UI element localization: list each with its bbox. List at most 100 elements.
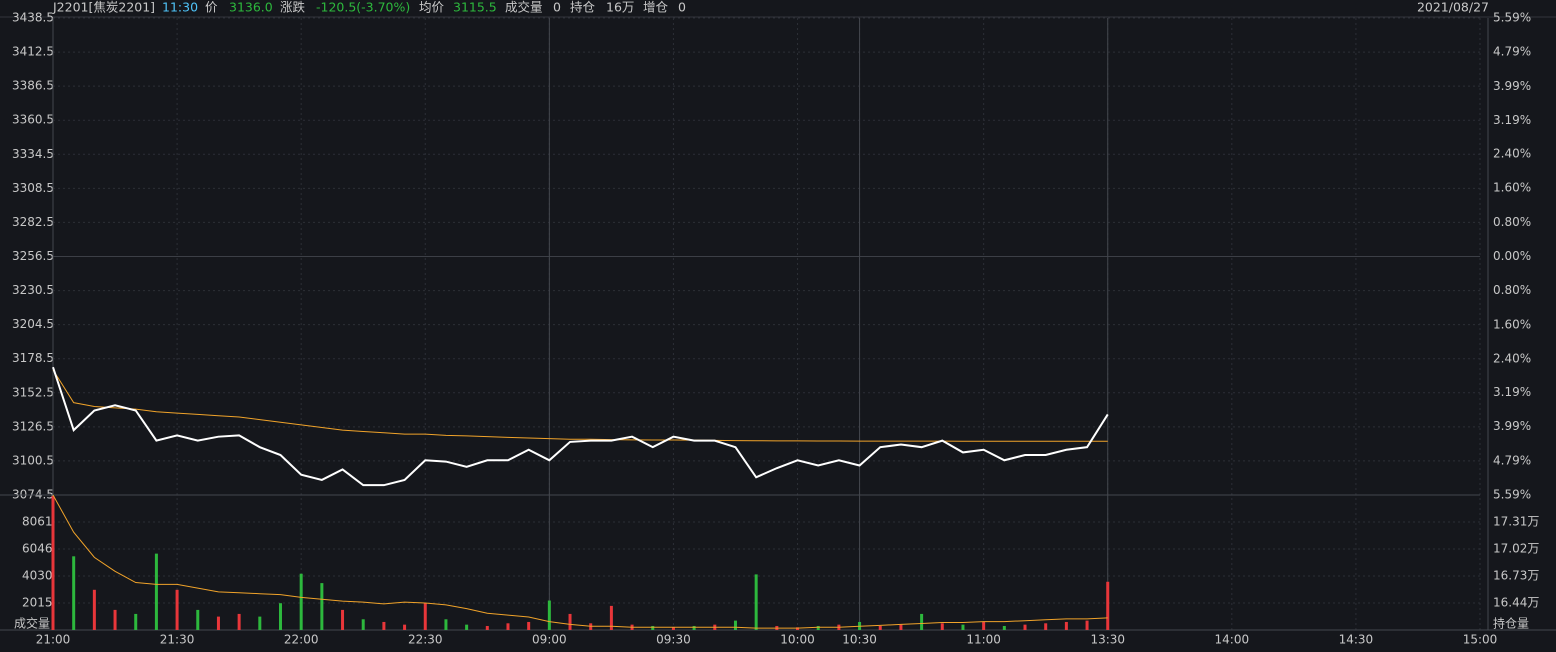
volume-bar <box>341 609 345 630</box>
y2-tick-label: 0.00% <box>1493 249 1531 263</box>
volume-bar <box>299 573 303 630</box>
volume-bar <box>258 616 262 630</box>
volume-bar <box>1002 625 1006 630</box>
x-tick-label: 11:00 <box>966 633 1001 647</box>
y2-tick-label: 5.59% <box>1493 488 1531 502</box>
volume-bar <box>216 616 220 630</box>
volume-bar <box>1023 624 1027 630</box>
volume-bar <box>1044 623 1048 630</box>
y2-tick-label: 3.19% <box>1493 385 1531 399</box>
volume-bar <box>754 574 758 630</box>
volume-axis-name: 成交量 <box>14 616 50 631</box>
y-tick-label: 3256.5 <box>12 249 54 263</box>
x-tick-label: 13:30 <box>1090 633 1125 647</box>
volume-bar <box>1064 621 1068 630</box>
volume-bar <box>154 553 158 630</box>
volume-bar <box>527 621 531 630</box>
oi-change-label: 增仓 <box>643 0 669 15</box>
volume-bar <box>506 623 510 630</box>
volume-bar <box>485 625 489 630</box>
volume-bar <box>961 624 965 630</box>
change: -120.5(-3.70%) <box>316 0 410 15</box>
x-tick-label: 15:00 <box>1463 633 1498 647</box>
volume-bar <box>920 613 924 630</box>
price: 3136.0 <box>229 0 273 15</box>
x-tick-label: 22:30 <box>408 633 443 647</box>
oi: 16万 <box>606 0 634 15</box>
change-label: 涨跌 <box>280 0 306 15</box>
price-label: 价 <box>205 0 218 15</box>
x-tick-label: 09:30 <box>656 633 691 647</box>
y2-tick-label: 1.60% <box>1493 317 1531 331</box>
y-tick-label: 3412.5 <box>12 45 54 59</box>
volume-bar <box>320 583 324 630</box>
volume-bar <box>982 621 986 630</box>
volume-bar <box>671 627 675 630</box>
x-tick-label: 14:30 <box>1339 633 1374 647</box>
y-tick-label: 3178.5 <box>12 351 54 365</box>
volume-bar <box>692 625 696 630</box>
x-tick-label: 10:00 <box>780 633 815 647</box>
oi-line <box>52 494 1108 629</box>
volume-bar <box>92 589 96 630</box>
volume-bar <box>72 556 76 630</box>
x-tick-label: 21:30 <box>160 633 195 647</box>
y-tick-label: 3204.5 <box>12 317 54 331</box>
y-tick-label: 3100.5 <box>12 453 54 467</box>
volume-bar <box>651 625 655 630</box>
volume-tick-label: 4030 <box>22 569 53 583</box>
y2-tick-label: 3.19% <box>1493 113 1531 127</box>
volume-bar <box>444 619 448 630</box>
volume: 0 <box>553 0 561 15</box>
y-tick-label: 3438.5 <box>12 11 54 25</box>
oi-tick-label: 16.44万 <box>1493 596 1539 610</box>
symbol: J2201[焦炭2201] <box>52 0 155 15</box>
volume-label: 成交量 <box>505 0 543 15</box>
y-tick-label: 3386.5 <box>12 79 54 93</box>
y2-tick-label: 4.79% <box>1493 453 1531 467</box>
y-tick-label: 3152.5 <box>12 385 54 399</box>
volume-bar <box>382 621 386 630</box>
y2-tick-label: 2.40% <box>1493 147 1531 161</box>
volume-bar <box>51 496 55 630</box>
volume-bar <box>1085 620 1089 630</box>
volume-bar <box>278 603 282 630</box>
volume-tick-label: 6046 <box>22 541 53 555</box>
oi-tick-label: 17.31万 <box>1493 515 1539 529</box>
y2-tick-label: 2.40% <box>1493 351 1531 365</box>
x-tick-label: 14:00 <box>1215 633 1250 647</box>
volume-bar <box>361 619 365 630</box>
volume-bar <box>899 624 903 630</box>
y2-tick-label: 3.99% <box>1493 79 1531 93</box>
volume-bar <box>423 603 427 630</box>
volume-bar <box>237 613 241 630</box>
price-line <box>52 366 1109 487</box>
oi-axis-name: 持仓量 <box>1493 616 1529 631</box>
y2-tick-label: 0.80% <box>1493 283 1531 297</box>
y-tick-label: 3230.5 <box>12 283 54 297</box>
y2-tick-label: 5.59% <box>1493 11 1531 25</box>
volume-bar <box>816 625 820 630</box>
volume-bar <box>609 605 613 630</box>
oi-tick-label: 17.02万 <box>1493 542 1539 556</box>
volume-bar <box>878 625 882 630</box>
volume-bar <box>940 623 944 630</box>
x-tick-label: 21:00 <box>36 633 71 647</box>
volume-bar <box>796 627 800 630</box>
avg-line <box>52 369 1108 442</box>
volume-bar <box>547 600 551 630</box>
volume-bar <box>134 613 138 630</box>
y2-tick-label: 3.99% <box>1493 419 1531 433</box>
volume-bar <box>196 609 200 630</box>
x-tick-label: 09:00 <box>532 633 567 647</box>
y-tick-label: 3126.5 <box>12 419 54 433</box>
y-tick-label: 3334.5 <box>12 147 54 161</box>
oi-tick-label: 16.73万 <box>1493 569 1539 583</box>
y2-tick-label: 4.79% <box>1493 45 1531 59</box>
x-tick-label: 10:30 <box>842 633 877 647</box>
date: 2021/08/27 <box>1417 0 1489 15</box>
y-tick-label: 3282.5 <box>12 215 54 229</box>
volume-bar <box>403 624 407 630</box>
